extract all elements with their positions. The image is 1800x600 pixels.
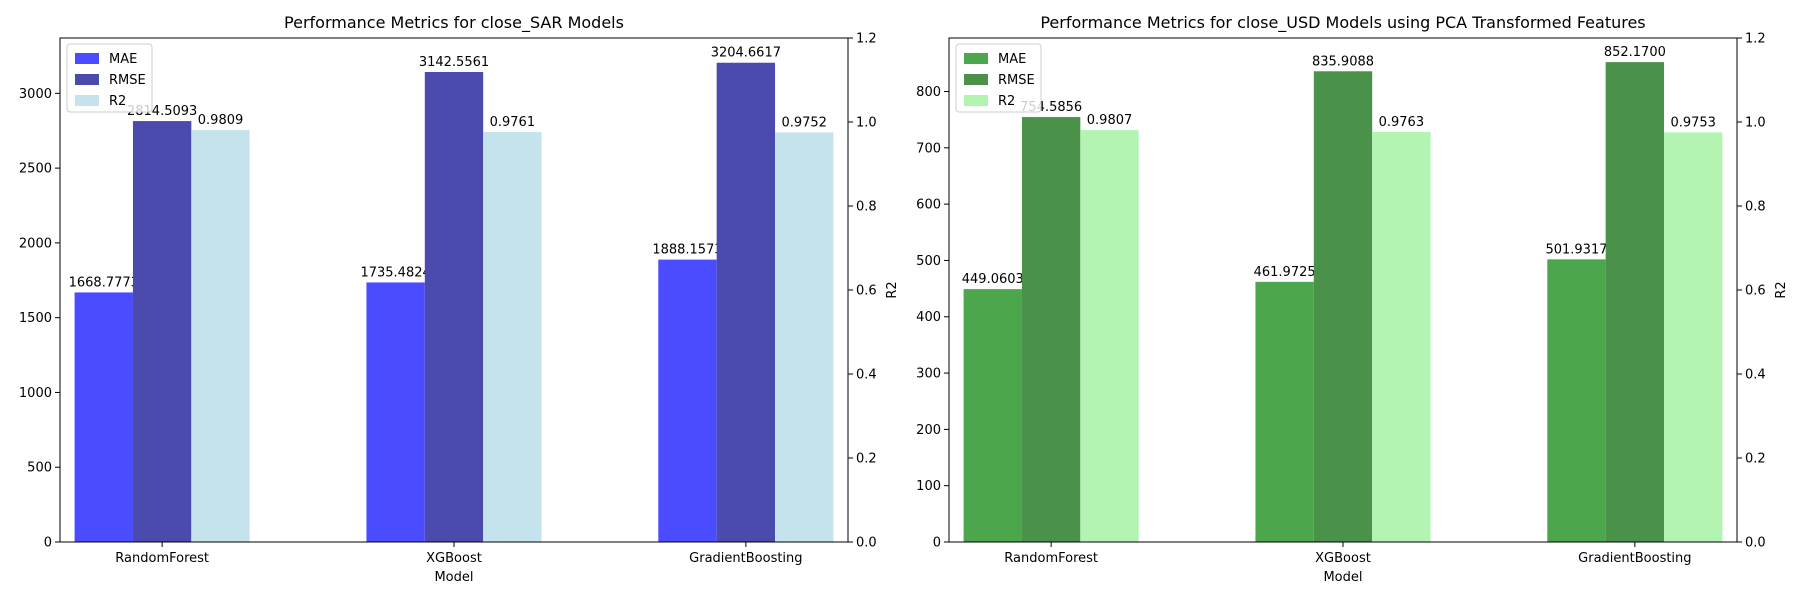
data-label: 461.9725	[1254, 265, 1316, 280]
x-tick-label: XGBoost	[1315, 551, 1371, 566]
y-tick-label: 2000	[19, 236, 52, 251]
y-tick-label: 300	[916, 367, 941, 382]
legend-label-mae: MAE	[109, 52, 137, 67]
y-tick-label: 3000	[19, 87, 52, 102]
bar-r2-gradientboosting	[775, 132, 834, 542]
data-label: 0.9753	[1670, 115, 1716, 130]
legend-swatch-rmse	[964, 74, 988, 85]
data-label: 1888.1573	[652, 243, 722, 258]
x-axis-label: Model	[1323, 570, 1362, 585]
bar-r2-xgboost	[483, 132, 542, 542]
x-tick-label: RandomForest	[1004, 551, 1098, 566]
bar-rmse-randomforest	[132, 121, 192, 542]
data-label: 835.9088	[1312, 54, 1374, 69]
bar-rmse-xgboost	[424, 72, 484, 542]
legend-swatch-r2	[75, 95, 99, 106]
chart-2: 449.0603 461.9725501.9317754.5856835.9088…	[916, 13, 1789, 585]
bar-mae-gradientboosting	[658, 259, 717, 542]
bar-rmse-gradientboosting	[1605, 62, 1665, 542]
bar-mae-xgboost	[366, 282, 425, 542]
data-label: 1735.4824	[360, 265, 430, 280]
y2-tick-label: 1.2	[1745, 32, 1766, 47]
y2-tick-label: 0.4	[1745, 368, 1766, 383]
bar-mae-randomforest	[74, 292, 133, 542]
y2-tick-label: 1.0	[856, 116, 877, 131]
x-tick-label: GradientBoosting	[1578, 551, 1691, 566]
data-label: 3142.5561	[419, 55, 489, 70]
y2-axis-label: R2	[1774, 281, 1789, 298]
x-tick-label: GradientBoosting	[689, 551, 802, 566]
y-tick-label: 400	[916, 310, 941, 325]
data-label: 852.1700	[1604, 45, 1666, 60]
bar-mae-randomforest	[963, 289, 1022, 542]
data-label: 0.9761	[490, 115, 536, 130]
y-tick-label: 100	[916, 479, 941, 494]
y2-tick-label: 1.0	[1745, 116, 1766, 131]
y-tick-label: 700	[916, 141, 941, 156]
y2-tick-label: 1.2	[856, 32, 877, 47]
y2-tick-label: 0.6	[1745, 284, 1766, 299]
legend-label-r2: R2	[109, 94, 126, 109]
bar-rmse-gradientboosting	[716, 62, 776, 543]
y2-tick-label: 0.2	[856, 452, 877, 467]
y2-tick-label: 0.8	[856, 200, 877, 215]
data-label: 0.9752	[781, 115, 827, 130]
chart-1: 1668.77731735.48241888.15732814.50933142…	[19, 13, 900, 585]
data-label: 0.9763	[1379, 115, 1425, 130]
bar-mae-xgboost	[1255, 281, 1314, 542]
legend-swatch-rmse	[75, 74, 99, 85]
legend-swatch-r2	[964, 95, 988, 106]
y-tick-label: 500	[27, 461, 52, 476]
bar-rmse-xgboost	[1313, 71, 1373, 542]
bar-mae-gradientboosting	[1547, 259, 1606, 542]
chart-title: Performance Metrics for close_SAR Models	[284, 13, 624, 33]
y2-tick-label: 0.6	[856, 284, 877, 299]
data-label: 501.9317	[1545, 242, 1607, 257]
y-tick-label: 600	[916, 198, 941, 213]
data-label: 3204.6617	[711, 46, 781, 61]
y-tick-label: 0	[933, 536, 941, 551]
data-label: 1668.7773	[69, 275, 139, 290]
y-tick-label: 200	[916, 423, 941, 438]
y-tick-label: 2500	[19, 162, 52, 177]
legend-label-r2: R2	[998, 94, 1015, 109]
y2-tick-label: 0.8	[1745, 200, 1766, 215]
legend-label-rmse: RMSE	[998, 73, 1035, 88]
y2-tick-label: 0.0	[1745, 536, 1766, 551]
legend-label-rmse: RMSE	[109, 73, 146, 88]
y-tick-label: 1500	[19, 311, 52, 326]
data-label: 0.9807	[1087, 113, 1133, 128]
bar-r2-randomforest	[1080, 130, 1139, 542]
data-label: 449.0603	[962, 272, 1024, 287]
bar-rmse-randomforest	[1021, 117, 1081, 542]
y2-tick-label: 0.0	[856, 536, 877, 551]
y2-axis-label: R2	[885, 281, 900, 298]
y2-tick-label: 0.4	[856, 368, 877, 383]
legend-swatch-mae	[964, 53, 988, 64]
x-tick-label: XGBoost	[426, 551, 482, 566]
chart-title: Performance Metrics for close_USD Models…	[1040, 13, 1645, 33]
x-axis-label: Model	[434, 570, 473, 585]
bar-r2-xgboost	[1372, 131, 1431, 543]
y-tick-label: 0	[44, 536, 52, 551]
y-tick-label: 800	[916, 85, 941, 100]
y-tick-label: 1000	[19, 386, 52, 401]
legend-label-mae: MAE	[998, 52, 1026, 67]
legend-swatch-mae	[75, 53, 99, 64]
bar-r2-randomforest	[191, 130, 250, 542]
y2-tick-label: 0.2	[1745, 452, 1766, 467]
y-tick-label: 500	[916, 254, 941, 269]
data-label: 0.9809	[198, 113, 244, 128]
x-tick-label: RandomForest	[115, 551, 209, 566]
bar-r2-gradientboosting	[1664, 132, 1723, 542]
